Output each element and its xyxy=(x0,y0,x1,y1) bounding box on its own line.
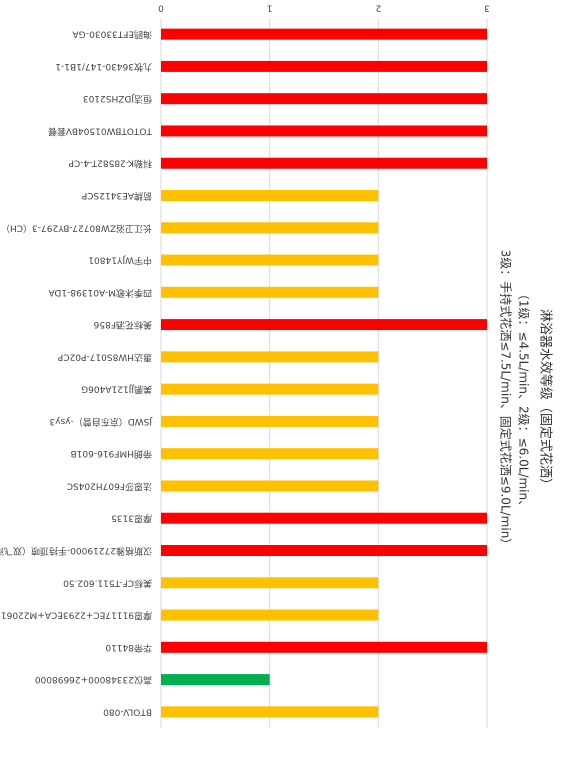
bar xyxy=(161,512,487,524)
bar xyxy=(161,60,487,72)
y-tick-label: 恒洁JDZHS2103 xyxy=(83,93,152,105)
y-tick-label: 惠达HW8S017-P02CP xyxy=(57,351,152,363)
y-tick-label: 科勒K-28582T-4-CP xyxy=(68,158,152,170)
x-tick-label: 0 xyxy=(158,3,164,13)
y-tick-label: 美标花洒F856 xyxy=(93,319,152,331)
y-tick-label: 箭牌AE3412SCP xyxy=(81,190,152,202)
bar xyxy=(161,319,487,331)
bar xyxy=(161,674,270,686)
y-tick-label: 长江卫浴ZW80727-BY297-3（CH） xyxy=(1,222,152,234)
bar xyxy=(161,545,487,556)
bar xyxy=(161,125,487,137)
y-tick-label: 法恩莎F607H204SC xyxy=(67,480,152,492)
y-tick-label: TOTOTBW01504BV套餐 xyxy=(48,125,153,137)
y-tick-label: 汉斯格雅27219000-手持顶喷（双飞雨） xyxy=(0,545,152,557)
chart-subtitle: 3级：手持式花洒≤7.5L/min、固定式花洒≤9.0L/min） xyxy=(499,250,514,551)
bar xyxy=(161,351,379,363)
x-tick-label: 3 xyxy=(484,3,490,13)
bar xyxy=(161,383,379,395)
bar xyxy=(161,254,379,266)
bar xyxy=(161,157,487,169)
bar xyxy=(161,190,379,201)
bar xyxy=(161,93,487,105)
y-tick-label: 摩恩3135 xyxy=(111,513,152,525)
chart-subtitle: （1级：≤4.5L/min、2级：≤6.0L/min、 xyxy=(517,288,531,512)
bar xyxy=(161,286,379,298)
y-tick-label: 美鹏JJ121A406G xyxy=(81,384,152,396)
y-tick-label: 华帝84110 xyxy=(105,642,152,654)
y-tick-label: 中宇WJY14801 xyxy=(88,255,152,267)
bar xyxy=(161,609,379,621)
bar xyxy=(161,415,379,427)
bar xyxy=(161,577,379,589)
y-tick-label: 美标CF-T511.602.50 xyxy=(63,577,152,589)
bar xyxy=(161,28,487,40)
y-tick-label: 摩恩91117EC+2293ECA+M22061 xyxy=(1,610,152,622)
x-tick-label: 2 xyxy=(375,3,381,13)
y-tick-label: 帝朗HMF916-601B xyxy=(71,448,153,460)
y-tick-label: 高仪23348000+26698000 xyxy=(35,674,152,686)
x-tick-label: 1 xyxy=(267,3,273,13)
bar xyxy=(161,641,487,653)
y-tick-label: 九牧36430-147/1B1-1 xyxy=(55,61,152,73)
chart-title: 淋浴器水效等级（固定式花洒） xyxy=(538,309,554,491)
y-tick-label: 海鸥EFT33030-GA xyxy=(72,29,152,41)
bar xyxy=(161,706,379,718)
y-tick-label: BTOLV-080 xyxy=(103,706,152,716)
y-tick-label: JSWD（京东自营）-ysy3 xyxy=(49,416,153,428)
bar xyxy=(161,222,379,234)
y-tick-label: 四季沐歌M-A01398-1DA xyxy=(48,287,152,299)
bar xyxy=(161,480,379,492)
bar xyxy=(161,448,379,460)
